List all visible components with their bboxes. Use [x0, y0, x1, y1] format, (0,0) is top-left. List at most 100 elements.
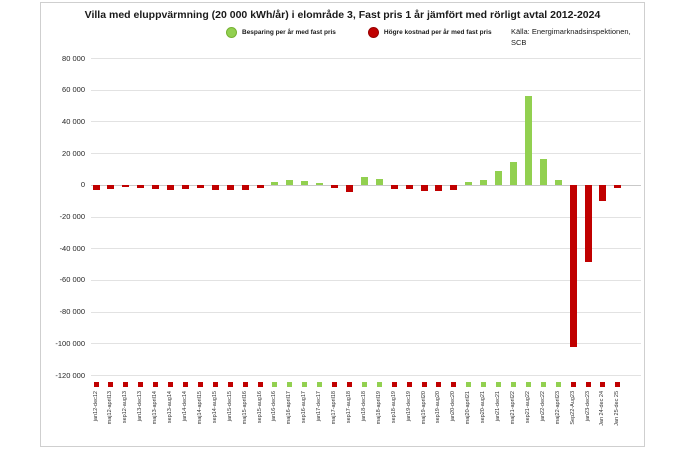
- category-marker-Sep22-Aug23: [570, 382, 576, 387]
- bar-sep21-aug22: [524, 96, 532, 185]
- x-axis-label: maj14-april15: [196, 391, 203, 425]
- gridline: [91, 216, 641, 218]
- bar-jan17-dec17: [316, 182, 324, 185]
- gridline: [91, 375, 641, 376]
- category-marker-maj21-april22: [510, 382, 516, 387]
- chart-title: Villa med eluppvärmning (20 000 kWh/år) …: [84, 9, 601, 21]
- category-marker-sep19-aug20: [436, 382, 442, 387]
- bar-sep18-aug19: [390, 184, 398, 189]
- category-marker-maj17-april18: [332, 382, 338, 387]
- gridline: [91, 153, 641, 155]
- category-marker-sep14-aug15: [212, 382, 218, 387]
- category-marker-maj12-april13: [108, 382, 114, 387]
- bar-jan19-dec19: [405, 184, 413, 190]
- x-axis-label: maj18-april19: [375, 391, 382, 425]
- bar-maj18-april19: [375, 179, 383, 185]
- y-axis-label: 40 000: [62, 116, 85, 126]
- bar-jan23-dec23: [584, 184, 592, 263]
- category-marker-jan13-dec13: [138, 382, 144, 387]
- category-marker-sep20-aug21: [481, 382, 487, 387]
- x-axis-label: maj17-april18: [331, 391, 338, 425]
- gridline: [91, 311, 641, 313]
- category-marker-maj22-april23: [555, 382, 561, 387]
- bar-jan22-dec22: [539, 159, 547, 185]
- category-marker-jan20-dec20: [451, 382, 457, 387]
- y-axis-label: -80 000: [59, 307, 85, 317]
- bar-maj22-april23: [554, 179, 562, 185]
- category-marker-Jan 25-dec 25: [615, 382, 621, 387]
- x-axis-label: sep13-aug14: [167, 391, 174, 424]
- source-line1: Källa: Energimarknadsinspektionen,: [511, 27, 631, 36]
- legend-item-hogre-kostnad: Högre kostnad per år med fast pris: [367, 27, 492, 38]
- y-axis-label: 0: [80, 180, 85, 190]
- y-axis-label: -120 000: [55, 370, 85, 380]
- legend-label-besparing: Besparing per år med fast pris: [242, 29, 336, 36]
- gridline: [91, 58, 641, 59]
- bar-maj12-april13: [107, 184, 115, 189]
- category-marker-maj14-april15: [197, 382, 203, 387]
- x-axis-label: jan13-dec13: [137, 391, 144, 422]
- gridline: [91, 279, 641, 281]
- category-marker-jan22-dec22: [540, 382, 546, 387]
- x-axis-label: jan21-dec21: [495, 391, 502, 422]
- legend: Besparing per år med fast pris Högre kos…: [226, 27, 492, 38]
- category-marker-jan19-dec19: [406, 382, 412, 387]
- x-axis-label: maj20-april21: [465, 391, 472, 425]
- category-marker-jan14-dec14: [182, 382, 188, 387]
- category-marker-sep21-aug22: [525, 382, 531, 387]
- category-marker-jan23-dec23: [585, 382, 591, 387]
- bar-maj13-april14: [152, 184, 160, 189]
- x-axis-label: sep16-aug17: [301, 391, 308, 424]
- x-axis-label: jan14-dec14: [181, 391, 188, 422]
- category-marker-sep17-aug18: [346, 382, 352, 387]
- category-marker-jan18-dec18: [361, 382, 367, 387]
- bar-jan20-dec20: [450, 184, 458, 190]
- gridline: [91, 121, 641, 123]
- x-axis-label: maj12-april13: [107, 391, 114, 425]
- x-axis-label: jan18-dec18: [360, 391, 367, 422]
- gridline: [91, 248, 641, 250]
- bar-maj20-april21: [465, 181, 473, 185]
- x-axis-label: jan22-dec22: [539, 391, 546, 422]
- y-axis-label: -20 000: [59, 212, 85, 221]
- x-axis-label: jan19-dec19: [405, 391, 412, 422]
- bar-Sep22-Aug23: [569, 184, 577, 348]
- category-marker-sep13-aug14: [168, 382, 174, 387]
- bar-jan14-dec14: [181, 184, 189, 189]
- bar-maj15-april16: [241, 184, 249, 191]
- category-marker-jan17-dec17: [317, 382, 323, 387]
- category-marker-sep15-aug16: [257, 382, 263, 387]
- bar-sep12-aug13: [122, 184, 130, 187]
- zero-gridline: [91, 184, 641, 186]
- x-axis-label: sep17-aug18: [345, 391, 352, 424]
- x-axis-label: jan23-dec23: [584, 391, 591, 422]
- x-axis-label: sep12-aug13: [122, 391, 129, 424]
- bar-maj16-april17: [286, 180, 294, 185]
- x-axis-label: maj19-april20: [420, 391, 427, 425]
- category-marker-sep18-aug19: [391, 382, 397, 387]
- x-axis-label: sep14-aug15: [211, 391, 218, 424]
- bar-maj14-april15: [196, 184, 204, 188]
- category-marker-jan12-dec12: [93, 382, 99, 387]
- category-marker-jan16-dec16: [272, 382, 278, 387]
- source-note: Källa: Energimarknadsinspektionen, SCB: [511, 27, 661, 49]
- x-axis-label: Jan 24-dec 24: [599, 391, 606, 426]
- x-axis-label: maj22-april23: [554, 391, 561, 425]
- bar-jan12-dec12: [92, 184, 100, 190]
- category-marker-maj16-april17: [287, 382, 293, 387]
- bar-sep17-aug18: [345, 184, 353, 193]
- bar-jan15-dec15: [226, 184, 234, 191]
- category-marker-maj18-april19: [376, 382, 382, 387]
- bar-jan21-dec21: [495, 170, 503, 185]
- bar-Jan 25-dec 25: [614, 184, 622, 188]
- bar-sep14-aug15: [211, 184, 219, 190]
- x-axis-label: maj13-april14: [152, 391, 159, 425]
- x-axis-label: maj16-april17: [286, 391, 293, 425]
- bar-jan18-dec18: [360, 177, 368, 185]
- x-axis-label: maj15-april16: [241, 391, 248, 425]
- category-marker-maj19-april20: [421, 382, 427, 387]
- bar-sep19-aug20: [435, 184, 443, 191]
- x-axis-label: jan15-dec15: [226, 391, 233, 422]
- gridline: [91, 89, 641, 91]
- x-axis-label: sep20-aug21: [480, 391, 487, 424]
